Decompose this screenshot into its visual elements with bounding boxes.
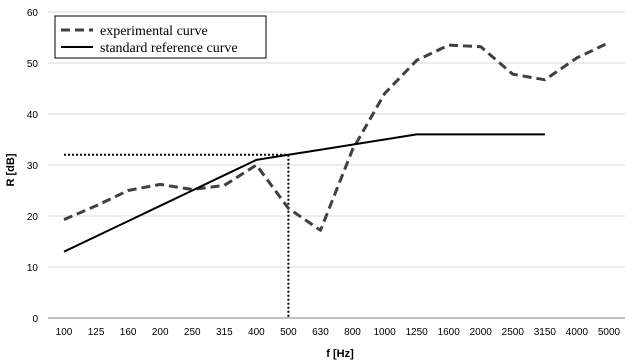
y-axis-title: R [dB] [5,153,17,186]
y-tick-60: 60 [27,8,39,19]
x-tick-4000: 4000 [566,327,589,338]
x-tick-100: 100 [56,327,73,338]
x-tick-630: 630 [312,327,329,338]
x-tick-2500: 2500 [502,327,525,338]
x-tick-500: 500 [280,327,297,338]
x-tick-3150: 3150 [534,327,557,338]
x-tick-1000: 1000 [373,327,396,338]
x-tick-400: 400 [248,327,265,338]
y-tick-0: 0 [32,314,38,325]
x-tick-1600: 1600 [438,327,461,338]
y-tick-labels: 0 10 20 30 40 50 60 [27,8,39,325]
x-tick-800: 800 [344,327,361,338]
reference-marker [64,153,290,318]
series-lines [63,41,610,253]
y-tick-40: 40 [27,110,39,121]
legend-label-experimental: experimental curve [100,24,208,39]
legend-label-reference: standard reference curve [100,41,238,56]
legend-box [54,15,267,59]
y-tick-30: 30 [27,161,39,172]
x-tick-5000: 5000 [598,327,621,338]
x-tick-250: 250 [184,327,201,338]
y-tick-10: 10 [27,263,39,274]
x-axis-title: f [Hz] [326,348,354,360]
x-tick-160: 160 [120,327,137,338]
y-tick-50: 50 [27,59,39,70]
x-tick-200: 200 [152,327,169,338]
y-tick-20: 20 [27,212,39,223]
x-tick-315: 315 [216,327,233,338]
series-line-reference [63,133,545,253]
x-tick-125: 125 [88,327,105,338]
legend: experimental curve standard reference cu… [54,15,267,59]
grid-lines [48,11,625,319]
x-tick-1250: 1250 [406,327,429,338]
series-line-experimental [63,41,610,232]
x-tick-2000: 2000 [470,327,493,338]
x-tick-labels: 100 125 160 200 250 315 400 500 630 800 1000 1250 16… [56,327,621,338]
